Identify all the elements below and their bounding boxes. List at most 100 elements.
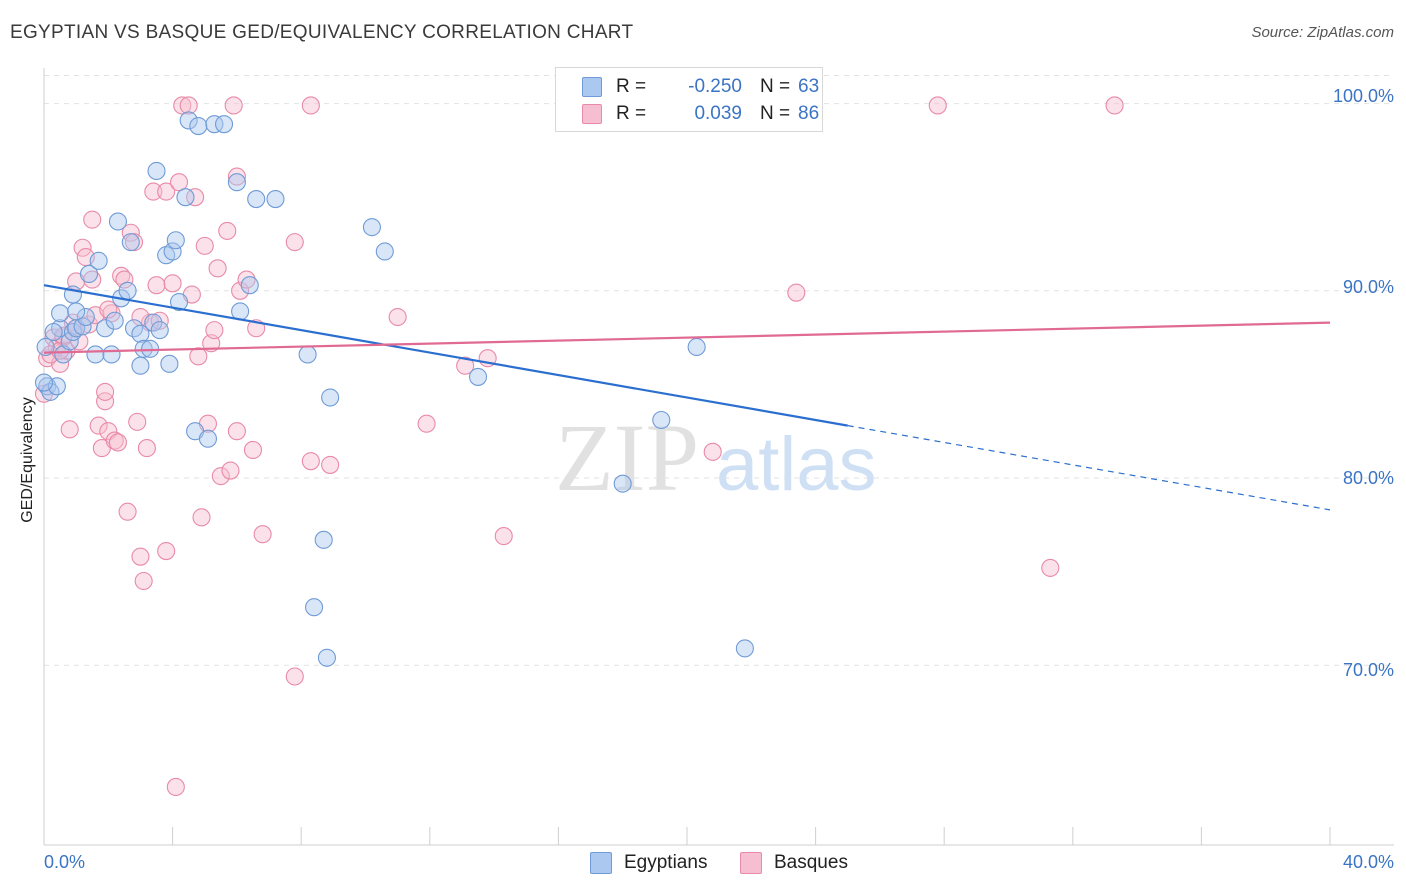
legend-row-egyptians: R = -0.250 N = 63 (582, 75, 819, 99)
egyptians-point (76, 307, 95, 327)
basques-point (83, 270, 102, 289)
egyptians-point (36, 337, 55, 357)
egyptians-point (179, 111, 198, 130)
basques-point (231, 281, 250, 300)
basques-point (163, 274, 182, 293)
basques-point (128, 412, 147, 431)
basques-point (96, 392, 115, 411)
y-tick-label-70: 70.0% (1342, 660, 1394, 680)
egyptians-point (169, 292, 189, 312)
basques-point (134, 571, 153, 591)
egyptians-point (89, 251, 108, 270)
basques-point (89, 416, 108, 435)
gridlines (44, 74, 1390, 666)
legend-n-value: 86 (798, 103, 820, 124)
egyptians-point (150, 321, 169, 340)
egyptians-point (247, 190, 266, 209)
egyptians-point (652, 410, 671, 430)
egyptians-point (166, 231, 185, 250)
egyptians-point (176, 188, 195, 207)
basques-swatch (582, 104, 602, 124)
basques-point (189, 347, 208, 366)
egyptians-point (214, 115, 234, 134)
basques-point (131, 547, 150, 566)
egyptians-point (227, 173, 246, 192)
basques-point (211, 467, 230, 486)
x-tick-label-max: 40.0% (1342, 852, 1394, 872)
basques-point (105, 431, 124, 450)
egyptians-point (54, 345, 73, 364)
basques-point (703, 442, 722, 461)
basques-point (157, 182, 176, 201)
legend-r-value: -0.250 (688, 76, 742, 97)
basques-point (96, 382, 115, 401)
egyptians-trend-extension (847, 425, 1331, 511)
correlation-legend: R = -0.250 N = 63 R = 0.039 N = 86 (555, 67, 823, 132)
basques-point (787, 283, 806, 302)
egyptians-point (321, 388, 340, 407)
egyptians-point (613, 474, 632, 493)
basques-point (227, 167, 246, 186)
basques-point (285, 667, 304, 686)
watermark-zip: ZIP (555, 404, 699, 511)
basques-point (118, 502, 137, 521)
egyptians-point (687, 337, 706, 357)
basques-point (60, 420, 79, 439)
legend-n-value: 63 (798, 76, 820, 97)
egyptians-point (96, 319, 115, 338)
basques-point (243, 440, 263, 459)
basques-point (169, 173, 189, 192)
legend-item-egyptians[interactable]: Egyptians (590, 852, 707, 874)
egyptians-point (375, 242, 394, 261)
basques-point (150, 311, 169, 330)
legend-item-basques[interactable]: Basques (740, 852, 848, 874)
legend-label-basques: Basques (774, 852, 848, 873)
basques-point (115, 270, 134, 289)
egyptians-point (131, 356, 150, 375)
egyptians-point (305, 598, 324, 617)
legend-r-label: R = (616, 103, 647, 124)
basques-point (186, 188, 205, 207)
egyptians-point (198, 429, 218, 448)
basques-points (34, 96, 1124, 797)
egyptians-point (735, 639, 754, 658)
egyptians-point (86, 345, 105, 364)
y-tick-label-90: 90.0% (1342, 277, 1394, 297)
basques-point (195, 236, 214, 255)
basques-trend-line (43, 321, 1331, 354)
basques-point (237, 270, 256, 289)
basques-point (301, 96, 320, 115)
basques-point (166, 777, 185, 797)
egyptians-point (144, 313, 163, 332)
egyptians-point (362, 218, 381, 237)
basques-point (253, 525, 272, 544)
basques-point (456, 356, 475, 375)
egyptians-point (108, 212, 127, 231)
trend-lines (43, 284, 1331, 511)
basques-point (192, 508, 211, 527)
basques-point (224, 96, 243, 115)
egyptians-point (317, 648, 336, 667)
egyptians-point (121, 233, 140, 252)
basques-point (99, 300, 118, 319)
egyptians-point (163, 242, 182, 261)
basques-point (83, 210, 102, 229)
basques-point (1105, 96, 1124, 115)
egyptians-point (240, 276, 259, 295)
basques-point (205, 321, 224, 340)
basques-point (928, 96, 947, 115)
egyptians-point (141, 339, 160, 358)
basques-point (179, 96, 198, 115)
egyptians-point (266, 190, 285, 209)
basques-point (494, 527, 513, 546)
legend-r-value: 0.039 (694, 103, 742, 124)
egyptians-point (67, 302, 86, 321)
basques-point (218, 221, 237, 240)
legend-r-label: R = (616, 76, 647, 97)
egyptians-point (118, 281, 137, 300)
y-tick-label-80: 80.0% (1342, 468, 1394, 488)
basques-point (157, 542, 176, 561)
x-tick-label-min: 0.0% (44, 852, 86, 872)
basques-point (285, 233, 304, 252)
